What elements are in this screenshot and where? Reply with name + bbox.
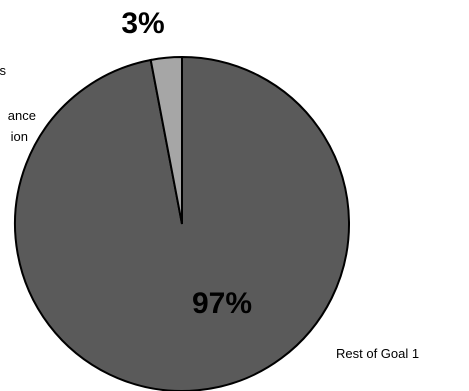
slice-large-label: Rest of Goal 1 [336, 346, 419, 361]
slice-small-label-line-2: ance [8, 108, 36, 123]
slice-large-percent-label: 97% [192, 287, 252, 320]
slice-small-percent-label: 3% [121, 7, 164, 40]
slice-small-label-line-1: s [0, 63, 7, 78]
slice-small-label-line-3: ion [11, 129, 28, 144]
pie-slices [15, 57, 349, 391]
